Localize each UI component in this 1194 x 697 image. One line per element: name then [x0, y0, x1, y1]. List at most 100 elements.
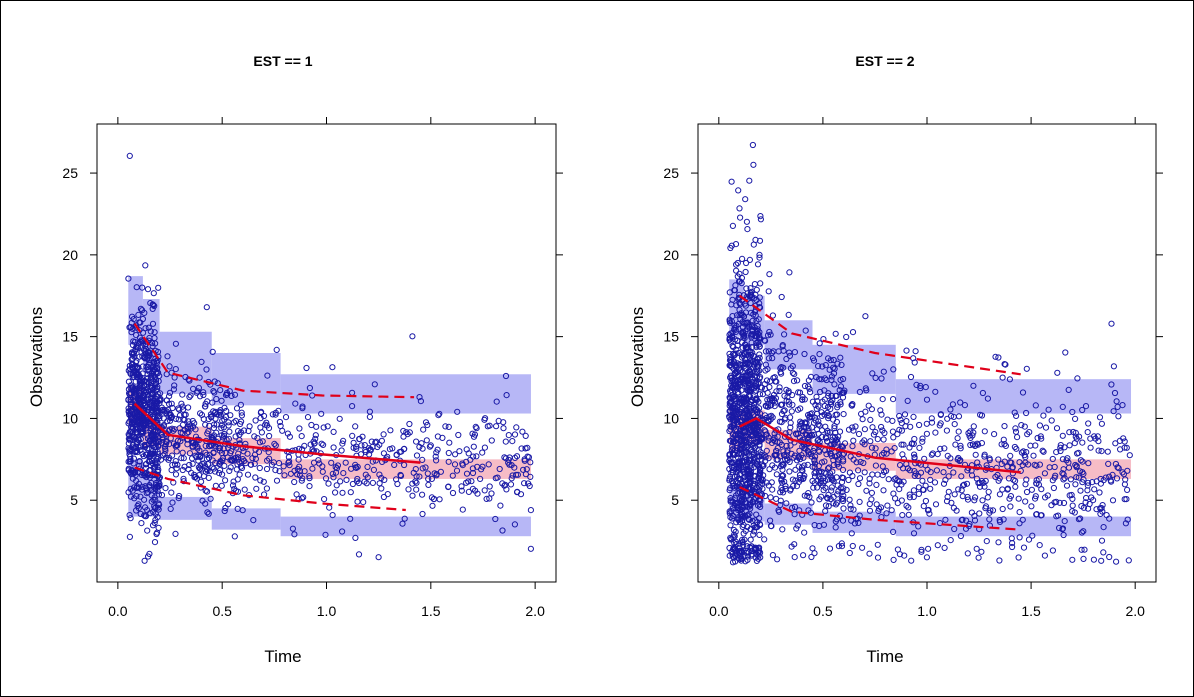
observation-point — [417, 398, 424, 405]
observation-point — [212, 443, 219, 450]
observation-point — [209, 348, 216, 355]
observation-point — [184, 425, 191, 432]
observation-point — [400, 433, 407, 440]
observation-point — [942, 516, 949, 523]
observation-point — [963, 480, 971, 487]
observation-point — [776, 418, 784, 425]
observation-point — [878, 375, 885, 382]
observation-point — [151, 395, 159, 403]
observation-point — [187, 392, 194, 399]
observation-point — [747, 404, 754, 411]
observation-point — [241, 457, 248, 464]
observation-point — [251, 460, 258, 467]
observation-point — [137, 378, 144, 385]
observation-point — [917, 385, 924, 392]
observation-point — [369, 443, 376, 450]
observation-point — [789, 401, 796, 408]
observation-point — [127, 485, 134, 492]
observation-point — [145, 445, 152, 452]
observation-point — [141, 557, 148, 564]
observation-point — [736, 205, 743, 212]
observation-point — [1026, 429, 1033, 436]
lower-pi-band — [895, 516, 1132, 537]
x-tick-label: 0.5 — [212, 603, 232, 619]
observation-point — [1009, 543, 1016, 551]
observation-point — [743, 218, 751, 225]
observation-point — [884, 416, 891, 423]
observation-point — [726, 318, 733, 325]
observation-point — [888, 507, 895, 514]
observation-point — [409, 480, 416, 487]
observation-point — [332, 489, 339, 496]
observation-point — [371, 381, 378, 388]
observation-point — [146, 360, 153, 367]
observation-point — [1108, 381, 1115, 388]
observation-point — [866, 550, 873, 557]
observation-point — [995, 456, 1002, 463]
observation-point — [1016, 508, 1023, 516]
observation-point — [810, 431, 818, 438]
observation-point — [833, 418, 841, 425]
observation-point — [856, 498, 863, 505]
observation-point — [1082, 403, 1090, 410]
observation-point — [742, 442, 749, 450]
observation-point — [1013, 412, 1020, 419]
observation-point — [1006, 495, 1013, 502]
observation-point — [1119, 469, 1126, 476]
observation-point — [785, 388, 792, 395]
observation-point — [1096, 414, 1104, 421]
observation-point — [235, 428, 242, 435]
observation-point — [859, 416, 866, 423]
observation-point — [765, 455, 772, 462]
observation-point — [147, 451, 154, 458]
observation-point — [783, 355, 790, 363]
observation-point — [932, 501, 940, 508]
observation-point — [737, 437, 745, 445]
observation-point — [1025, 536, 1033, 543]
observation-point — [350, 439, 357, 446]
observation-point — [821, 375, 829, 382]
observation-point — [130, 338, 137, 345]
observation-point — [502, 372, 510, 380]
observation-point — [264, 457, 271, 464]
x-tick-label: 0.5 — [813, 603, 833, 619]
observation-point — [329, 512, 336, 519]
observation-point — [192, 473, 199, 480]
observation-point — [1085, 479, 1092, 486]
observation-point — [837, 376, 844, 383]
observation-point — [508, 475, 515, 482]
observation-point — [139, 284, 146, 291]
observation-point — [1041, 470, 1049, 477]
observation-point — [154, 383, 161, 390]
observation-point — [769, 312, 777, 319]
observation-point — [1057, 444, 1064, 451]
observation-point — [727, 459, 734, 466]
observation-point — [833, 474, 840, 481]
observation-point — [747, 285, 754, 292]
observation-point — [131, 397, 138, 404]
observation-point — [896, 412, 903, 420]
observation-point — [211, 409, 218, 416]
observation-point — [168, 467, 175, 474]
observation-point — [163, 397, 170, 404]
observation-point — [791, 511, 798, 518]
observation-point — [781, 392, 788, 399]
observation-point — [349, 480, 356, 488]
observation-point — [979, 497, 986, 504]
observation-point — [200, 416, 207, 423]
observation-point — [1042, 494, 1049, 501]
observation-point — [311, 440, 318, 447]
observation-point — [192, 426, 199, 433]
observation-point — [742, 302, 749, 309]
observation-point — [979, 389, 987, 397]
observation-point — [901, 411, 909, 418]
observation-point — [765, 355, 773, 362]
observation-point — [146, 352, 153, 359]
observation-point — [148, 431, 156, 438]
observation-point — [347, 489, 354, 496]
observation-point — [784, 447, 791, 454]
observation-point — [810, 357, 818, 364]
observation-point — [783, 452, 790, 459]
observation-point — [759, 453, 766, 460]
observation-point — [813, 374, 820, 381]
